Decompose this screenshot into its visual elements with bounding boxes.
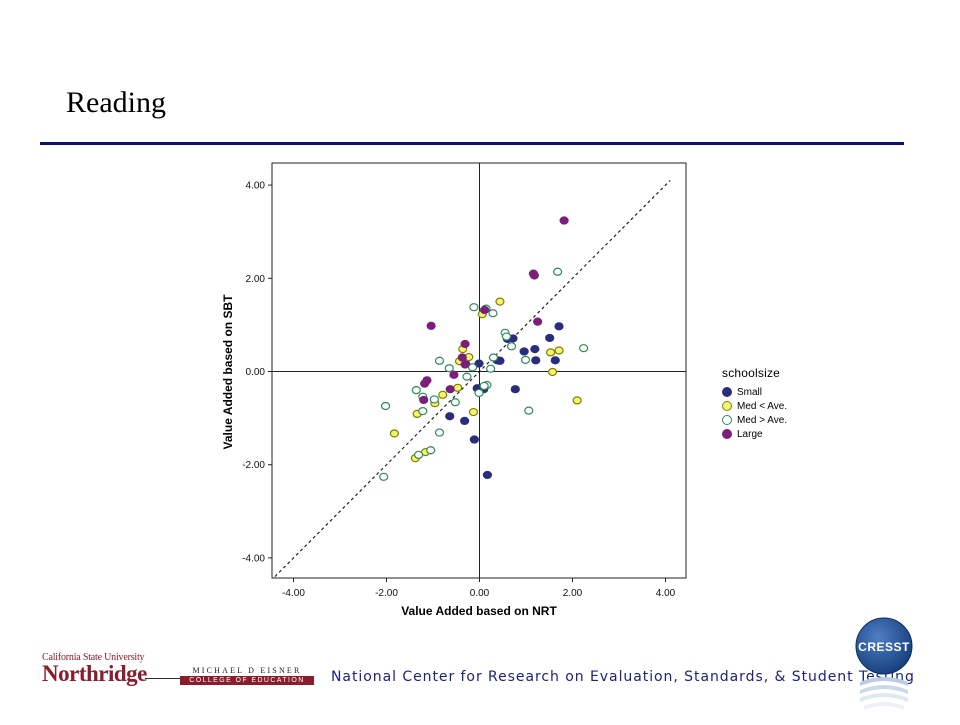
eisner-logo-top: MICHAEL D EISNER <box>192 666 302 675</box>
point-med-ave <box>468 407 479 417</box>
x-tick-label: 2.00 <box>563 588 583 599</box>
point-med-ave <box>389 429 400 438</box>
x-tick-label: 0.00 <box>470 588 490 599</box>
point-large <box>445 385 455 394</box>
point-small <box>460 416 470 425</box>
legend-title: schoolsize <box>722 366 781 380</box>
point-small <box>531 356 541 365</box>
y-tick-label: 0.00 <box>246 367 266 378</box>
point-med-ave <box>450 398 460 407</box>
point-med-ave <box>434 356 445 365</box>
point-small <box>469 435 479 444</box>
point-med-ave <box>554 346 564 355</box>
point-small <box>474 359 484 368</box>
point-large <box>529 271 539 280</box>
point-large <box>419 395 429 405</box>
point-med-ave <box>474 388 484 398</box>
x-tick-label: -2.00 <box>375 588 398 599</box>
legend-label: Large <box>737 428 763 440</box>
point-large <box>420 379 430 388</box>
scatter-plot: -4.00 -2.00 0.00 2.00 4.00 4.00 2.00 0.00 -2.00 -… <box>221 162 687 618</box>
point-med-ave <box>488 353 499 362</box>
y-tick-label: 2.00 <box>246 274 266 285</box>
y-tick-label: -4.00 <box>242 553 265 564</box>
legend-swatch <box>722 401 732 411</box>
x-axis-label: Value Added based on NRT <box>401 604 557 618</box>
eisner-logo: MICHAEL D EISNER COLLEGE OF EDUCATION <box>180 666 314 685</box>
point-med-ave <box>418 407 428 416</box>
logo-divider <box>145 678 181 679</box>
cresst-globe-icon <box>855 617 913 710</box>
point-med-ave <box>444 364 454 373</box>
legend-item-small: Small <box>722 385 787 399</box>
point-med-ave <box>380 401 391 411</box>
point-small <box>445 412 455 421</box>
csun-logo-top: California State University <box>42 652 145 663</box>
point-med-ave <box>572 396 582 405</box>
point-med-ave <box>547 367 558 377</box>
legend-swatch <box>722 429 732 439</box>
point-med-ave <box>546 348 556 357</box>
point-med-ave <box>524 406 534 415</box>
slide-title: Reading <box>66 86 166 119</box>
point-med-ave <box>553 267 563 276</box>
point-large <box>460 339 470 349</box>
legend-swatch <box>722 415 732 425</box>
point-med-ave <box>506 342 517 351</box>
point-med-ave <box>469 303 479 312</box>
point-small <box>482 470 493 480</box>
point-med-ave <box>438 390 448 399</box>
legend: schoolsize Small Med < Ave. Med > Ave. Larg… <box>722 366 787 441</box>
point-small <box>545 333 555 343</box>
point-small <box>550 356 560 365</box>
legend-swatch <box>722 387 732 397</box>
legend-item-large: Large <box>722 427 787 441</box>
footer-center-text: National Center for Research on Evaluati… <box>331 669 915 685</box>
point-large <box>480 305 490 315</box>
eisner-logo-bottom: COLLEGE OF EDUCATION <box>180 676 314 685</box>
point-med-ave <box>462 372 472 381</box>
point-med-ave <box>379 472 389 481</box>
point-med-ave <box>426 446 436 455</box>
point-med-ave <box>413 450 424 460</box>
point-med-ave <box>520 355 531 364</box>
point-small <box>519 347 529 356</box>
point-med-ave <box>501 332 512 341</box>
point-med-ave <box>495 297 505 306</box>
csun-logo: California State University Northridge <box>42 652 147 685</box>
point-med-ave <box>486 364 496 373</box>
point-large <box>460 360 470 369</box>
point-med-ave <box>453 383 463 392</box>
point-med-ave <box>479 381 489 391</box>
legend-item-med-ave: Med < Ave. <box>722 399 787 413</box>
point-med-ave <box>488 309 498 318</box>
point-med-ave <box>579 344 589 353</box>
point-small <box>510 385 520 394</box>
x-tick-label: 4.00 <box>656 588 676 599</box>
point-med-ave <box>411 386 421 395</box>
point-med-ave <box>429 395 439 404</box>
point-med-ave <box>434 428 445 437</box>
legend-label: Small <box>737 386 763 398</box>
point-large <box>533 317 543 326</box>
point-small <box>530 345 540 354</box>
legend-label: Med < Ave. <box>737 400 788 412</box>
csun-logo-name: Northridge <box>42 661 147 686</box>
point-large <box>426 321 436 330</box>
point-large <box>559 216 569 225</box>
x-tick-label: -4.00 <box>282 588 305 599</box>
title-rule <box>40 142 904 145</box>
cresst-logo: CRESST <box>852 616 916 720</box>
legend-item-med-ave: Med > Ave. <box>722 413 787 427</box>
legend-label: Med > Ave. <box>737 414 788 426</box>
point-med-ave <box>467 363 478 372</box>
y-tick-label: 4.00 <box>246 181 266 192</box>
point-large <box>457 353 467 362</box>
y-tick-label: -2.00 <box>242 460 265 471</box>
cresst-logo-label: CRESST <box>858 640 910 654</box>
y-axis-label: Value Added based on SBT <box>221 294 235 450</box>
point-small <box>554 322 564 331</box>
point-large <box>449 370 459 379</box>
